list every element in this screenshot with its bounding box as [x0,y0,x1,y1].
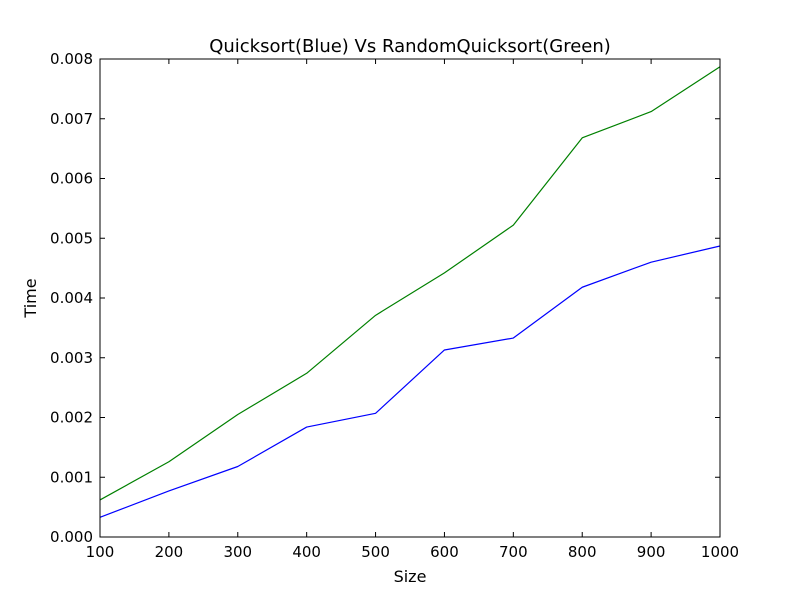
y-tick-label: 0.003 [50,349,93,367]
x-tick-label: 700 [499,543,528,561]
x-tick-label: 100 [86,543,115,561]
x-tick-label: 500 [361,543,390,561]
x-tick-label: 300 [223,543,252,561]
x-tick-label: 900 [637,543,666,561]
x-tick-label: 400 [292,543,321,561]
chart-title: Quicksort(Blue) Vs RandomQuicksort(Green… [209,36,611,57]
y-tick-label: 0.001 [50,468,93,486]
y-axis-label: Time [21,278,40,318]
x-tick-label: 800 [568,543,597,561]
y-tick-label: 0.004 [50,289,93,307]
x-tick-label: 200 [155,543,184,561]
y-tick-label: 0.006 [50,170,93,188]
y-tick-label: 0.008 [50,50,93,68]
y-tick-label: 0.007 [50,110,93,128]
plot-area: 100 200 300 400 500 600 700 800 900 1000 0.000 0.00… [50,50,739,561]
y-tick-label: 0.000 [50,528,93,546]
y-tick-label: 0.002 [50,409,93,427]
x-tick-label: 1000 [701,543,739,561]
y-tick-label: 0.005 [50,229,93,247]
x-axis-label: Size [394,567,427,586]
x-tick-label: 600 [430,543,459,561]
series-line-1 [99,66,721,501]
series-line-0 [99,245,721,518]
